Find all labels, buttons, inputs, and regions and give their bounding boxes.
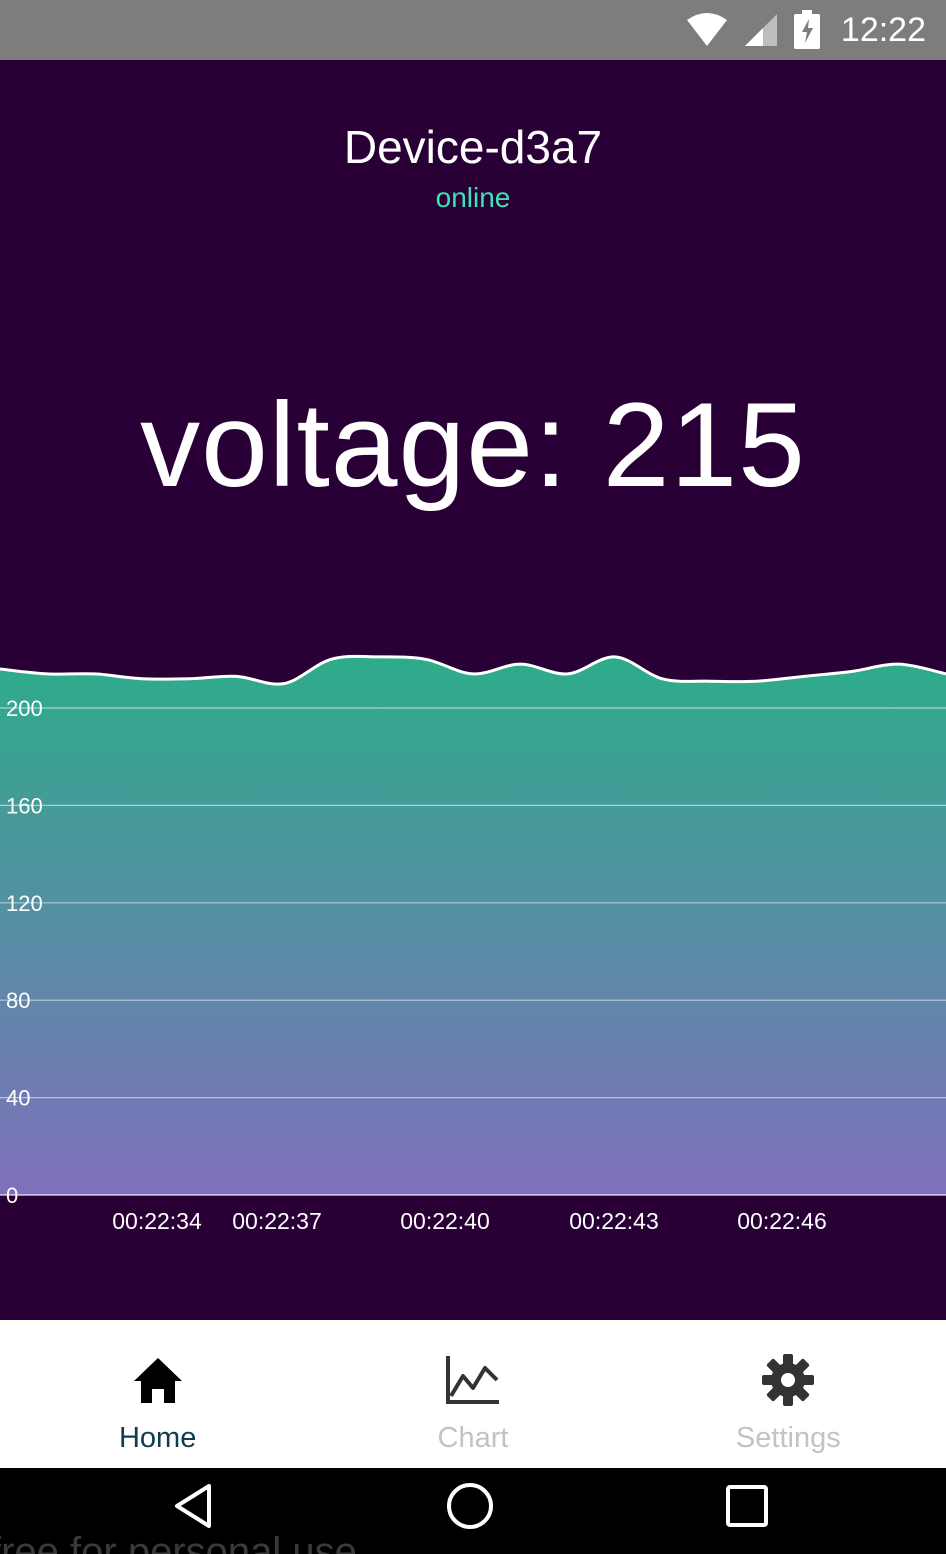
y-tick-label: 160	[6, 793, 43, 818]
chart-x-axis: 00:22:34 00:22:37 00:22:40 00:22:43 00:22:46	[112, 1208, 827, 1234]
chart-y-axis: 0 40 80 120 160 200	[6, 696, 43, 1208]
x-tick-label: 00:22:40	[400, 1208, 490, 1234]
y-tick-label: 120	[6, 891, 43, 916]
nav-chart[interactable]: Chart	[315, 1320, 630, 1468]
y-tick-label: 200	[6, 696, 43, 721]
system-nav-bar	[0, 1468, 946, 1554]
voltage-reading: voltage: 215	[140, 378, 806, 512]
back-icon[interactable]	[163, 1476, 223, 1536]
chart-grid	[0, 707, 946, 1196]
chart-series-line	[0, 654, 946, 686]
y-tick-label: 40	[6, 1086, 30, 1111]
bottom-nav: Home Chart Se	[0, 1320, 946, 1468]
recents-icon[interactable]	[717, 1476, 777, 1536]
watermark: free for personal use	[0, 1530, 357, 1554]
battery-charging-icon	[793, 10, 821, 50]
home-icon	[128, 1350, 188, 1410]
chart-icon	[443, 1350, 503, 1410]
home-circle-icon[interactable]	[440, 1476, 500, 1536]
x-tick-label: 00:22:34	[112, 1208, 202, 1234]
x-tick-label: 00:22:46	[737, 1208, 827, 1234]
wifi-icon	[685, 12, 729, 48]
device-status: online	[435, 182, 511, 213]
nav-settings[interactable]: Settings	[631, 1320, 946, 1468]
cell-signal-icon	[743, 12, 779, 48]
chart-area-fill	[0, 656, 946, 1195]
gear-icon	[758, 1350, 818, 1410]
y-tick-label: 0	[6, 1183, 18, 1208]
x-tick-label: 00:22:43	[569, 1208, 659, 1234]
status-bar: 12:22	[0, 0, 946, 60]
nav-settings-label: Settings	[735, 1422, 841, 1454]
nav-home-label: Home	[118, 1422, 197, 1454]
y-tick-label: 80	[6, 988, 30, 1013]
status-time: 12:22	[840, 10, 926, 49]
x-tick-label: 00:22:37	[232, 1208, 322, 1234]
nav-home[interactable]: Home	[0, 1320, 315, 1468]
nav-chart-label: Chart	[437, 1422, 509, 1454]
device-name: Device-d3a7	[343, 121, 603, 173]
